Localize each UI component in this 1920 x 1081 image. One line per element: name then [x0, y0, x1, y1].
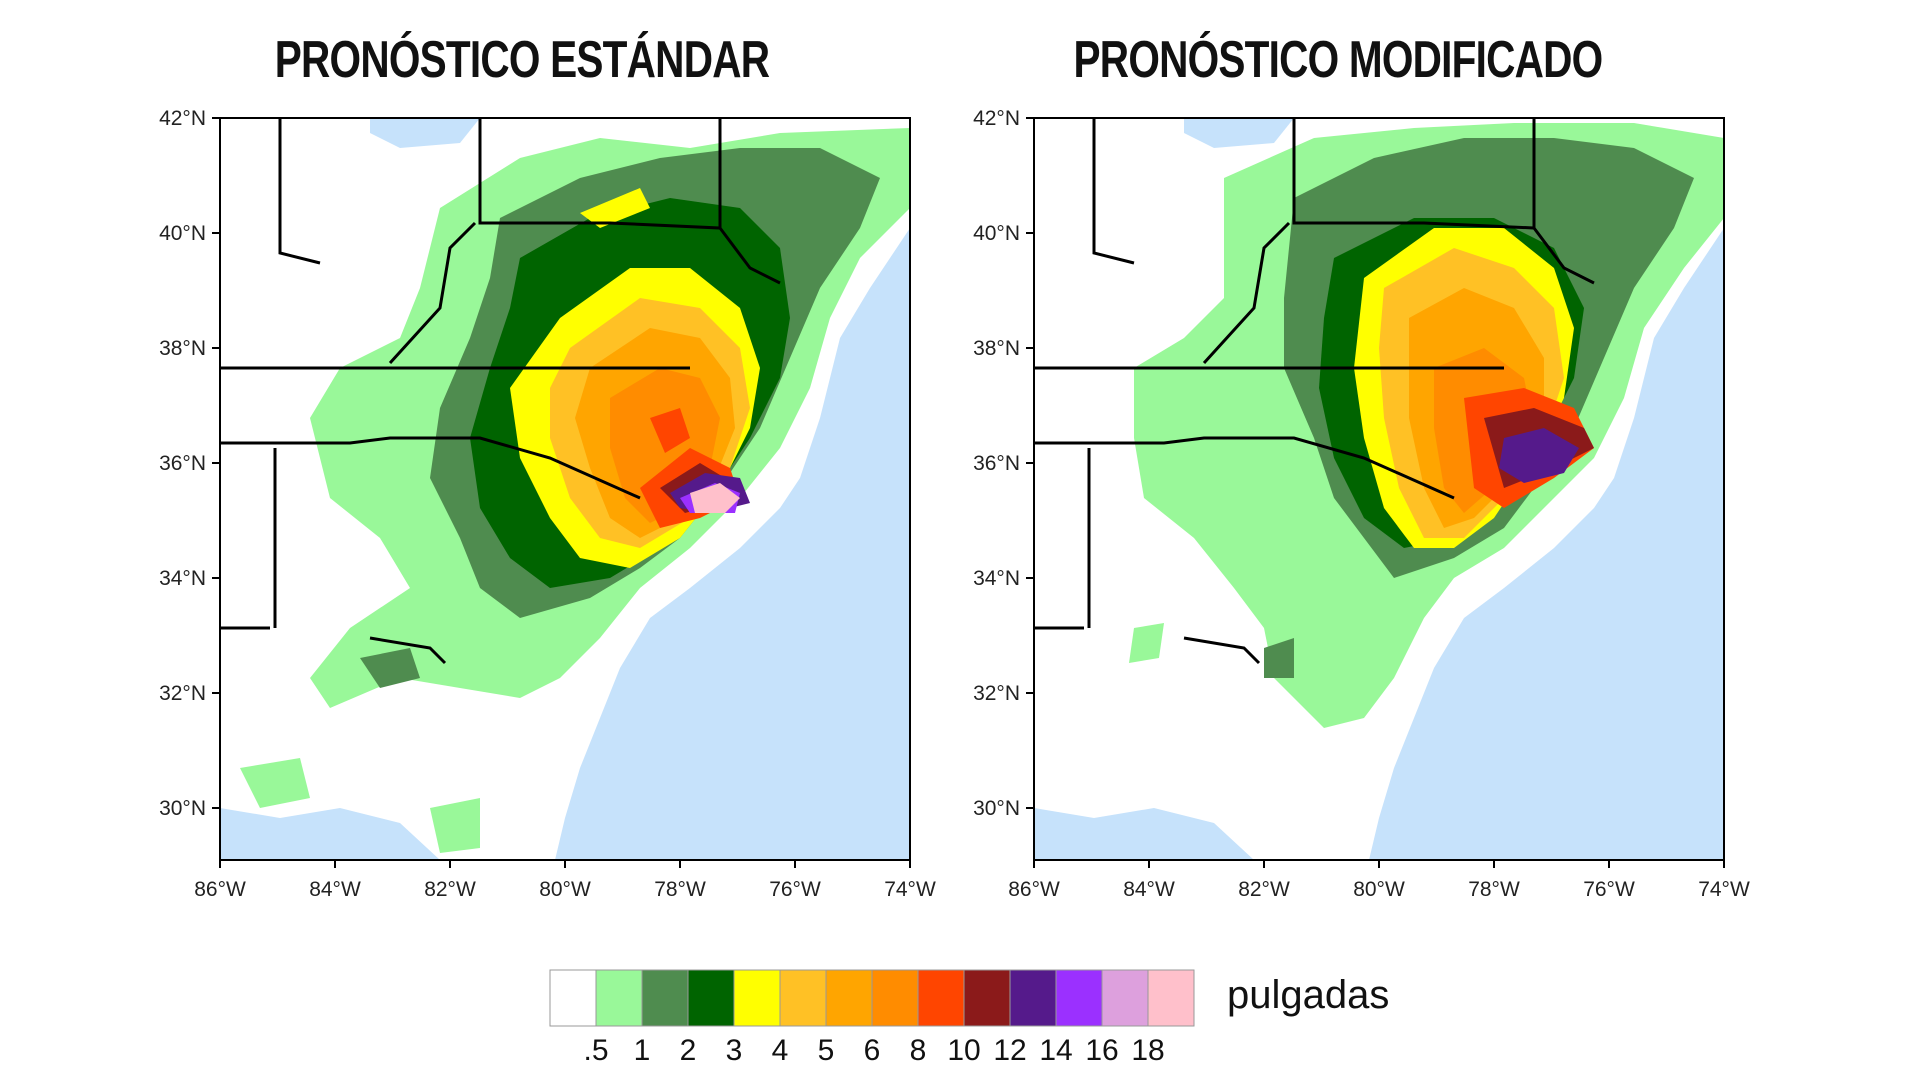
precip-band-2b	[1264, 638, 1294, 678]
lon-label-82: 82°W	[1238, 878, 1290, 901]
legend-swatch	[1055, 969, 1103, 1027]
lat-label-32: 32°N	[159, 682, 206, 705]
lat-axis	[1026, 117, 1725, 868]
legend-swatch	[779, 969, 827, 1027]
legend-tick-label: .5	[583, 1034, 608, 1067]
lat-label-30: 30°N	[973, 797, 1020, 820]
lon-label-74: 74°W	[1698, 878, 1750, 901]
legend-swatch	[963, 969, 1011, 1027]
lon-label-78: 78°W	[654, 878, 706, 901]
lon-label-86: 86°W	[1008, 878, 1060, 901]
legend-tick-label: 10	[947, 1034, 980, 1067]
legend-tick-label: 16	[1085, 1034, 1118, 1067]
lat-axis	[212, 117, 911, 868]
lat-label-38: 38°N	[159, 337, 206, 360]
legend-swatch	[595, 969, 643, 1027]
lat-label-36: 36°N	[973, 452, 1020, 475]
lon-label-84: 84°W	[1123, 878, 1175, 901]
lat-label-30: 30°N	[159, 797, 206, 820]
precip-band-1b	[240, 758, 310, 808]
lat-label-32: 32°N	[973, 682, 1020, 705]
lat-label-42: 42°N	[159, 107, 206, 130]
precip-band-14	[1499, 428, 1579, 483]
lat-label-34: 34°N	[159, 567, 206, 590]
color-legend: .5 1 2 3 4 5 6 8 10 12 14 16 18 pulgadas	[545, 965, 1445, 1075]
gulf	[220, 808, 440, 860]
legend-tick-label: 5	[818, 1034, 835, 1067]
legend-colorbar: .5 1 2 3 4 5 6 8 10 12 14 16 18	[549, 969, 1195, 1067]
legend-tick-label: 8	[910, 1034, 927, 1067]
ocean	[555, 228, 910, 860]
legend-tick-label: 14	[1039, 1034, 1072, 1067]
lat-label-38: 38°N	[973, 337, 1020, 360]
legend-swatch	[825, 969, 873, 1027]
legend-tick-label: 18	[1131, 1034, 1164, 1067]
modified-forecast-svg: 42°N 40°N 38°N 36°N 34°N 32°N 30°N 86°W …	[973, 107, 1750, 901]
legend-swatch	[641, 969, 689, 1027]
legend-swatch	[1009, 969, 1057, 1027]
lat-label-36: 36°N	[159, 452, 206, 475]
lake-erie	[1184, 118, 1294, 148]
legend-swatch	[549, 969, 597, 1027]
lon-label-86: 86°W	[194, 878, 246, 901]
ocean	[1369, 228, 1724, 860]
lon-label-82: 82°W	[424, 878, 476, 901]
legend-tick-label: 1	[634, 1034, 651, 1067]
lon-label-84: 84°W	[309, 878, 361, 901]
lat-label-34: 34°N	[973, 567, 1020, 590]
lon-label-80: 80°W	[539, 878, 591, 901]
precip-band-18	[690, 483, 740, 513]
gulf	[1034, 808, 1254, 860]
lon-label-74: 74°W	[884, 878, 936, 901]
legend-tick-label: 6	[864, 1034, 881, 1067]
lon-label-76: 76°W	[769, 878, 821, 901]
lon-label-78: 78°W	[1468, 878, 1520, 901]
lat-label-40: 40°N	[159, 222, 206, 245]
legend-swatch	[871, 969, 919, 1027]
left-panel-title: PRONÓSTICO ESTÁNDAR	[274, 31, 770, 89]
legend-swatch	[1147, 969, 1195, 1027]
legend-tick-label: 4	[772, 1034, 789, 1067]
precip-band-1b	[1129, 623, 1164, 663]
legend-tick-label: 2	[680, 1034, 697, 1067]
legend-swatch	[917, 969, 965, 1027]
state-borders	[220, 118, 781, 665]
precip-band-1c	[430, 798, 480, 853]
right-panel-title: PRONÓSTICO MODIFICADO	[1073, 31, 1604, 89]
legend-swatch	[733, 969, 781, 1027]
precip-band-4b	[580, 188, 650, 228]
legend-swatch	[687, 969, 735, 1027]
lat-label-42: 42°N	[973, 107, 1020, 130]
precip-band-10	[650, 408, 690, 453]
modified-forecast-map: 42°N 40°N 38°N 36°N 34°N 32°N 30°N 86°W …	[924, 107, 1750, 930]
standard-forecast-map: 42°N 40°N 38°N 36°N 34°N 32°N 30°N 86°W …	[110, 107, 936, 930]
legend-tick-label: 12	[993, 1034, 1026, 1067]
precip-band-2b	[360, 648, 420, 688]
state-borders	[1034, 118, 1595, 665]
lon-label-80: 80°W	[1353, 878, 1405, 901]
lat-label-40: 40°N	[973, 222, 1020, 245]
legend-swatch	[1101, 969, 1149, 1027]
standard-forecast-svg: 42°N 40°N 38°N 36°N 34°N 32°N 30°N 86°W …	[159, 107, 936, 901]
legend-unit-label: pulgadas	[1227, 973, 1390, 1017]
lake-erie	[370, 118, 480, 148]
lon-label-76: 76°W	[1583, 878, 1635, 901]
legend-tick-label: 3	[726, 1034, 743, 1067]
